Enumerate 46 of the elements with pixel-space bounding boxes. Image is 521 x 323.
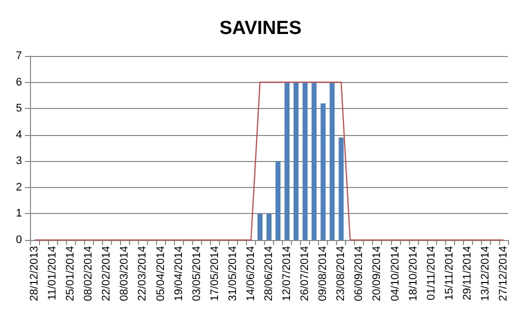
x-tick-label: 18/10/2014 — [407, 246, 420, 302]
x-tick-label: 01/11/2014 — [425, 246, 438, 300]
bar — [302, 82, 308, 240]
x-tick-label: 08/02/2014 — [82, 246, 95, 302]
x-tick-label: 20/09/2014 — [371, 246, 384, 302]
bar — [338, 137, 344, 240]
bar — [257, 214, 262, 240]
x-tick-label: 15/11/2014 — [443, 246, 456, 300]
x-tick-label: 22/03/2014 — [136, 246, 149, 302]
x-tick-label: 17/05/2014 — [208, 246, 221, 302]
x-tick-label: 19/04/2014 — [172, 246, 185, 302]
x-tick-label: 29/11/2014 — [461, 246, 474, 300]
y-tick-label: 2 — [16, 181, 22, 194]
x-tick-label: 13/12/2014 — [479, 246, 492, 302]
bar — [266, 214, 272, 240]
bar — [294, 82, 299, 240]
bar — [312, 82, 317, 240]
bar — [276, 161, 281, 240]
x-tick-label: 23/08/2014 — [335, 246, 348, 302]
x-tick-label: 08/03/2014 — [118, 246, 131, 302]
y-tick-label: 6 — [16, 76, 22, 88]
y-tick-label: 5 — [16, 102, 22, 115]
x-tick-label: 14/06/2014 — [244, 246, 257, 302]
x-tick-label: 28/12/2013 — [28, 246, 41, 302]
y-tick-label: 0 — [16, 234, 22, 246]
y-tick-label: 4 — [16, 128, 22, 141]
x-tick-label: 12/07/2014 — [281, 246, 294, 302]
y-tick-label: 1 — [16, 208, 22, 220]
x-tick-label: 27/12/2014 — [497, 246, 510, 302]
y-tick-label: 3 — [16, 155, 22, 168]
x-tick-label: 11/01/2014 — [46, 246, 59, 300]
bar — [330, 82, 335, 240]
x-tick-label: 22/02/2014 — [100, 246, 113, 302]
bar — [320, 103, 326, 240]
x-tick-label: 04/10/2014 — [389, 246, 402, 302]
x-tick-label: 06/09/2014 — [353, 246, 366, 302]
x-tick-label: 03/05/2014 — [190, 246, 203, 302]
x-tick-label: 09/08/2014 — [317, 246, 330, 302]
x-tick-label: 05/04/2014 — [154, 246, 167, 302]
chart-title: SAVINES — [219, 18, 302, 39]
x-tick-label: 28/06/2014 — [263, 246, 275, 302]
bar — [284, 82, 290, 240]
x-tick-label: 31/05/2014 — [226, 246, 239, 302]
x-tick-label: 25/01/2014 — [64, 246, 77, 302]
x-tick-label: 26/07/2014 — [299, 246, 312, 302]
y-tick-label: 7 — [16, 50, 22, 62]
